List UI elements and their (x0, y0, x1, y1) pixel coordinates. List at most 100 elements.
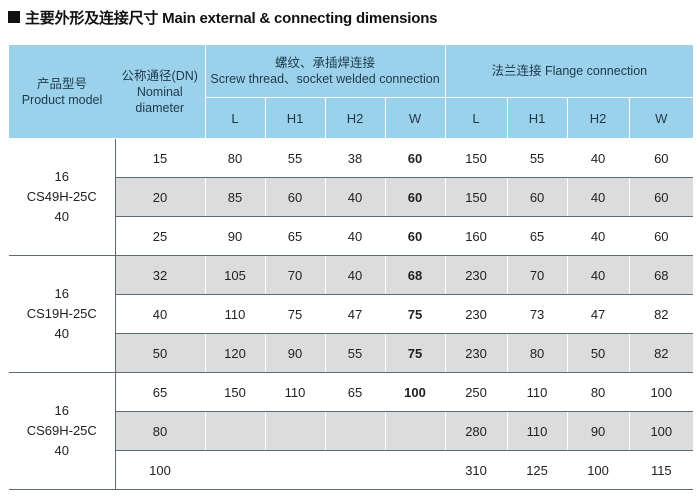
model-line: CS49H-25C (26, 189, 97, 204)
cell-screw-l: 80 (204, 138, 265, 178)
cell-screw-h2: 38 (324, 138, 385, 178)
cell-flange-h2: 80 (566, 372, 630, 412)
cell-flange-h2: 100 (566, 450, 630, 490)
model-line: 40 (54, 326, 69, 341)
cell-screw-h1: 65 (264, 216, 325, 256)
model-line: CS69H-25C (26, 423, 97, 438)
cell-flange-l: 230 (444, 333, 508, 373)
cell-flange-w: 60 (628, 177, 694, 217)
cell-screw-h2: 40 (324, 255, 385, 295)
cell-flange-h2: 40 (566, 177, 630, 217)
model-cell-cs49h: 16 CS49H-25C 40 (9, 138, 115, 256)
cell-flange-h1: 80 (506, 333, 568, 373)
table-row: 16 CS49H-25C 40 15 80 55 38 60 150 55 40… (9, 138, 694, 256)
cell-screw-h2 (324, 411, 385, 451)
cell-screw-w: 60 (384, 138, 446, 178)
cell-flange-h2: 50 (566, 333, 630, 373)
cell-dn: 20 (114, 177, 205, 217)
cell-screw-h1 (264, 411, 325, 451)
header-screw-l: L (204, 97, 265, 139)
header-dn-line3: diameter (135, 100, 185, 115)
table-header: 产品型号 Product model 公称通径(DN) Nominal diam… (9, 45, 694, 139)
cell-screw-w (384, 450, 446, 490)
cell-flange-w: 60 (628, 216, 694, 256)
cell-screw-l: 150 (204, 372, 265, 412)
table-row: 50 120 90 55 75 230 80 50 82 (9, 333, 694, 373)
cell-flange-h1: 65 (506, 216, 568, 256)
cell-flange-l: 310 (444, 450, 508, 490)
cell-screw-l: 105 (204, 255, 265, 295)
table-row: 100 310 125 100 115 (9, 450, 694, 490)
cell-flange-h2: 40 (566, 216, 630, 256)
table-row: 20 85 60 40 60 150 60 40 60 (9, 177, 694, 217)
cell-dn: 65 (114, 372, 205, 412)
cell-screw-l: 120 (204, 333, 265, 373)
cell-screw-h2: 47 (324, 294, 385, 334)
cell-screw-l (204, 411, 265, 451)
cell-flange-h1: 73 (506, 294, 568, 334)
header-flange-l: L (444, 97, 508, 139)
model-cell-cs19h: 16 CS19H-25C 40 (9, 255, 115, 373)
cell-flange-h1: 55 (506, 138, 568, 178)
header-flange-w: W (628, 97, 694, 139)
cell-screw-h2: 40 (324, 216, 385, 256)
cell-screw-w: 68 (384, 255, 446, 295)
section-title-text: 主要外形及连接尺寸 Main external & connecting dim… (25, 9, 438, 27)
header-model-en: Product model (21, 92, 103, 107)
header-nominal-diameter: 公称通径(DN) Nominal diameter (115, 45, 205, 139)
header-dn-line1: 公称通径(DN) (121, 68, 198, 83)
cell-screw-h1: 55 (264, 138, 325, 178)
cell-screw-w: 60 (384, 177, 446, 217)
cell-dn: 80 (114, 411, 205, 451)
cell-flange-w: 100 (628, 372, 694, 412)
header-screw-en: Screw thread、socket welded connection (210, 72, 440, 86)
square-bullet-icon (8, 11, 20, 23)
header-flange-h2: H2 (566, 97, 630, 139)
table-row: 16 CS19H-25C 40 32 105 70 40 68 230 70 4… (9, 255, 694, 373)
model-cell-cs69h: 16 CS69H-25C 40 (9, 372, 115, 490)
cell-screw-h1 (264, 450, 325, 490)
cell-flange-h2: 47 (566, 294, 630, 334)
cell-screw-w: 100 (384, 372, 446, 412)
table-body: 16 CS49H-25C 40 15 80 55 38 60 150 55 40… (9, 138, 694, 490)
header-screw-cn: 螺纹、承插焊连接 (275, 56, 376, 70)
cell-dn: 50 (114, 333, 205, 373)
cell-dn: 32 (114, 255, 205, 295)
cell-flange-w: 100 (628, 411, 694, 451)
header-screw-w: W (384, 97, 446, 139)
cell-screw-l: 110 (204, 294, 265, 334)
cell-screw-w: 75 (384, 333, 446, 373)
model-line: 40 (54, 443, 69, 458)
cell-screw-h2 (324, 450, 385, 490)
cell-flange-l: 150 (444, 138, 508, 178)
cell-flange-w: 60 (628, 138, 694, 178)
model-line: CS19H-25C (26, 306, 97, 321)
cell-screw-h2: 55 (324, 333, 385, 373)
cell-flange-l: 280 (444, 411, 508, 451)
cell-flange-w: 115 (628, 450, 694, 490)
cell-screw-l: 85 (204, 177, 265, 217)
cell-screw-w: 75 (384, 294, 446, 334)
cell-flange-h2: 40 (566, 138, 630, 178)
cell-screw-l (204, 450, 265, 490)
cell-flange-w: 68 (628, 255, 694, 295)
model-line: 16 (54, 286, 69, 301)
table-row: 80 280 110 90 100 (9, 411, 694, 451)
model-line: 40 (54, 209, 69, 224)
cell-dn: 40 (114, 294, 205, 334)
model-line: 16 (54, 403, 69, 418)
cell-screw-w (384, 411, 446, 451)
cell-flange-w: 82 (628, 333, 694, 373)
cell-flange-h2: 90 (566, 411, 630, 451)
header-flange-h1: H1 (506, 97, 568, 139)
cell-screw-h1: 60 (264, 177, 325, 217)
cell-screw-w: 60 (384, 216, 446, 256)
dimensions-table: 产品型号 Product model 公称通径(DN) Nominal diam… (9, 45, 694, 490)
cell-screw-h1: 75 (264, 294, 325, 334)
cell-flange-l: 150 (444, 177, 508, 217)
cell-flange-l: 250 (444, 372, 508, 412)
header-screw-h1: H1 (264, 97, 325, 139)
cell-flange-l: 230 (444, 255, 508, 295)
table-row: 25 90 65 40 60 160 65 40 60 (9, 216, 694, 256)
table-row: 16 CS69H-25C 40 65 150 110 65 100 250 11… (9, 372, 694, 490)
